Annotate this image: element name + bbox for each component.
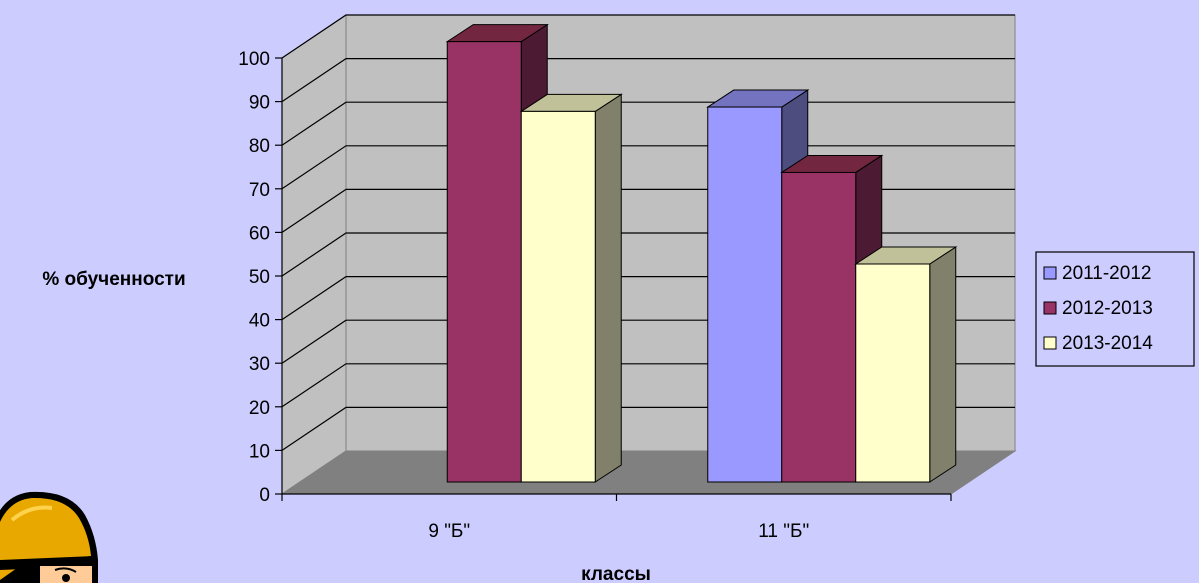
x-tick-labels: 9 "Б" 11 "Б" (428, 521, 809, 542)
y-tick-label: 100 (238, 49, 270, 70)
bar-side (594, 93, 622, 483)
bar (519, 93, 623, 483)
y-tick-label: 20 (249, 398, 270, 419)
axes (275, 57, 952, 501)
cartoon-character-icon (0, 491, 98, 583)
legend-box (1035, 251, 1195, 367)
y-tick-label: 70 (249, 180, 270, 201)
legend-swatch (1043, 301, 1057, 315)
bar (854, 246, 958, 483)
y-tick-label: 80 (249, 136, 270, 157)
gridline (281, 57, 1015, 103)
legend-label: 2011-2012 (1062, 263, 1151, 284)
y-tick-label: 0 (259, 485, 270, 506)
legend-label: 2012-2013 (1062, 298, 1153, 319)
y-axis-title: % обученности (42, 269, 185, 290)
y-tick-label: 40 (249, 311, 270, 332)
bar-side (929, 246, 957, 483)
y-tick-label: 50 (249, 267, 270, 288)
bar-front (781, 171, 857, 483)
bars (445, 23, 958, 483)
bar-front (855, 263, 931, 483)
legend-swatch (1043, 266, 1057, 280)
legend: 2011-2012 2012-2013 2013-2014 (1035, 251, 1195, 367)
y-tick-label: 30 (249, 354, 270, 375)
bar-front (707, 106, 783, 483)
x-axis-title: классы (581, 564, 651, 583)
x-tick-label: 9 "Б" (428, 521, 470, 542)
legend-swatch (1043, 336, 1057, 350)
y-tick-labels: 0 10 20 30 40 50 60 70 80 90 100 (238, 49, 270, 506)
gridline (281, 14, 1015, 59)
y-tick-label: 90 (249, 93, 270, 114)
y-tick-label: 10 (249, 441, 270, 462)
legend-label: 2013-2014 (1062, 333, 1153, 354)
bar-front (520, 110, 596, 483)
bar-front (446, 41, 522, 483)
y-tick-label: 60 (249, 223, 270, 244)
x-tick-label: 11 "Б" (758, 521, 809, 542)
